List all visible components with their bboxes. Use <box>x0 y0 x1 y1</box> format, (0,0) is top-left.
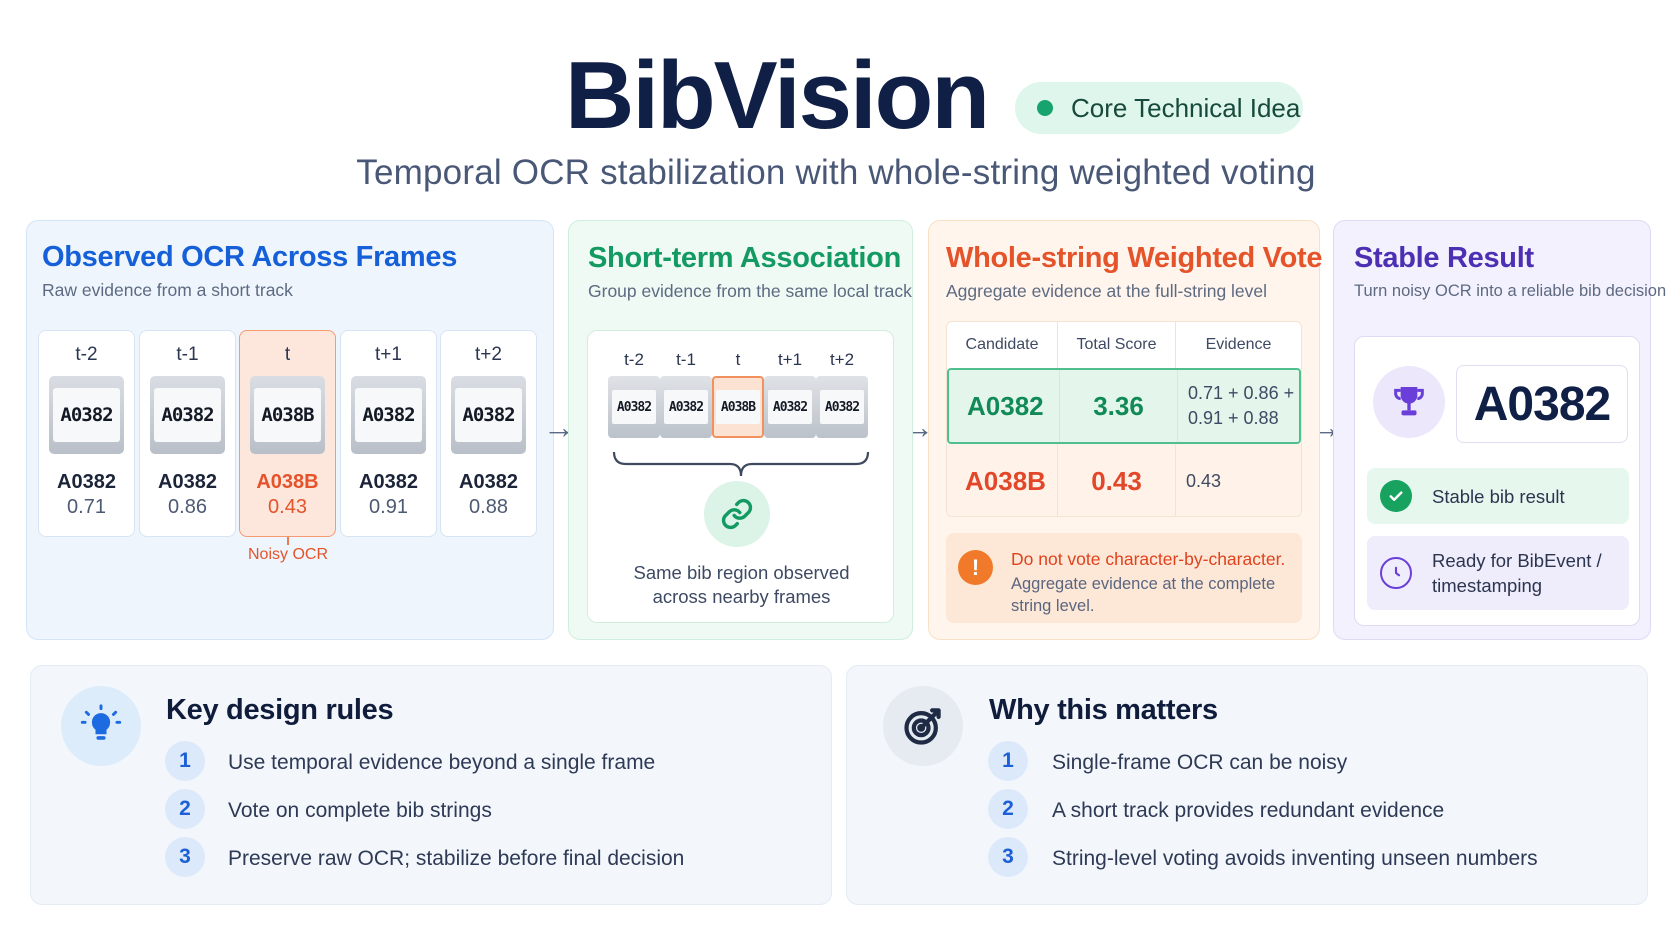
frame-label: t <box>284 344 291 365</box>
bib-plate-thumb: A0382 <box>764 376 816 438</box>
frame-label: t+2 <box>829 350 855 369</box>
frame-label: t+1 <box>777 350 803 369</box>
step-number: 3 <box>165 837 205 877</box>
trophy-icon <box>1373 366 1445 438</box>
check-circle-icon <box>1380 480 1412 512</box>
noisy-ocr-label: Noisy OCR <box>248 546 329 563</box>
warning-icon: ! <box>958 550 993 585</box>
bib-plate-thumb: A0382 <box>816 376 868 438</box>
frame-label: t-2 <box>75 344 98 365</box>
bib-plate-thumb: A0382 <box>608 376 660 438</box>
rule-text: Preserve raw OCR; stabilize before final… <box>228 847 685 870</box>
ocr-confidence: 0.88 <box>469 496 508 518</box>
note-title: Do not vote character-by-character. <box>1011 549 1286 569</box>
group-brace <box>612 451 870 477</box>
page-subtitle: Temporal OCR stabilization with whole-st… <box>356 153 1316 192</box>
target-icon <box>883 686 963 766</box>
rule-text: Vote on complete bib strings <box>228 799 492 822</box>
vote-title: Whole-string Weighted Vote <box>946 242 1323 274</box>
vote-table: Candidate Total Score Evidence A0382 3.3… <box>946 321 1302 517</box>
evidence-cell: 0.71 + 0.86 +0.91 + 0.88 <box>1188 383 1295 428</box>
association-title: Short-term Association <box>588 242 901 274</box>
link-icon <box>704 481 770 547</box>
stable-status-item: Stable bib result <box>1367 468 1629 524</box>
frame-card: t+1 A0382 A0382 0.91 <box>340 330 437 537</box>
table-row-winner: A0382 3.36 0.71 + 0.86 +0.91 + 0.88 <box>947 368 1301 444</box>
association-subtitle: Group evidence from the same local track <box>588 281 912 301</box>
step-number: 1 <box>988 741 1028 781</box>
association-caption: Same bib region observed across nearby f… <box>633 562 850 607</box>
noisy-pointer <box>287 537 289 545</box>
page-title: BibVision <box>565 42 990 149</box>
vote-note <box>946 533 1302 623</box>
stable-status-item: Ready for BibEvent / timestamping <box>1367 536 1629 610</box>
ocr-text: A0382 <box>57 471 116 493</box>
bib-plate: A0382 <box>451 376 526 454</box>
candidate-cell: A038B <box>947 444 1058 516</box>
clock-icon <box>1380 557 1412 589</box>
ocr-text: A0382 <box>359 471 418 493</box>
why-text: String-level voting avoids inventing uns… <box>1052 847 1538 870</box>
ocr-text: A0382 <box>459 471 518 493</box>
bib-plate: A0382 <box>351 376 426 454</box>
frame-label: t+2 <box>475 344 502 365</box>
why-text: Single-frame OCR can be noisy <box>1052 751 1348 774</box>
why-title: Why this matters <box>989 694 1218 726</box>
column-header: Evidence <box>1205 336 1272 353</box>
frame-label: t-1 <box>676 350 696 369</box>
vote-table-header: Candidate Total Score Evidence <box>947 322 1301 368</box>
ocr-confidence: 0.91 <box>369 496 408 518</box>
vote-subtitle: Aggregate evidence at the full-string le… <box>946 281 1268 301</box>
ocr-confidence: 0.86 <box>168 496 207 518</box>
why-text: A short track provides redundant evidenc… <box>1052 799 1445 822</box>
stable-title: Stable Result <box>1354 242 1534 274</box>
step-number: 1 <box>165 741 205 781</box>
why-panel <box>846 665 1648 905</box>
rules-panel <box>30 665 832 905</box>
observed-subtitle: Raw evidence from a short track <box>42 280 293 300</box>
bib-plate-thumb-noisy: A038B <box>712 376 764 438</box>
status-text: Ready for BibEvent / timestamping <box>1432 550 1602 596</box>
candidate-cell: A0382 <box>949 370 1060 442</box>
evidence-cell: 0.43 <box>1186 470 1222 491</box>
bib-plate-thumb: A0382 <box>660 376 712 438</box>
rule-text: Use temporal evidence beyond a single fr… <box>228 751 656 774</box>
frame-card: t-2 A0382 A0382 0.71 <box>38 330 135 537</box>
frame-card-noisy: t A038B A038B 0.43 <box>239 330 336 537</box>
stable-subtitle: Turn noisy OCR into a reliable bib decis… <box>1354 282 1667 300</box>
ocr-text: A038B <box>256 471 319 493</box>
frame-label: t+1 <box>375 344 402 365</box>
rules-title: Key design rules <box>166 694 394 726</box>
step-number: 2 <box>165 789 205 829</box>
ocr-confidence: 0.71 <box>67 496 106 518</box>
bib-plate: A0382 <box>150 376 225 454</box>
score-cell: 0.43 <box>1058 444 1176 516</box>
core-idea-badge: Core Technical Idea <box>1015 82 1303 134</box>
ocr-confidence: 0.43 <box>268 496 307 518</box>
score-cell: 3.36 <box>1060 370 1178 442</box>
lightbulb-icon <box>61 686 141 766</box>
observed-title: Observed OCR Across Frames <box>42 241 458 273</box>
status-dot-icon <box>1037 100 1053 116</box>
table-row: A038B 0.43 0.43 <box>947 444 1301 516</box>
column-header: Candidate <box>947 322 1058 368</box>
status-text: Stable bib result <box>1432 485 1565 507</box>
frame-label: t-1 <box>176 344 199 365</box>
frame-card: t-1 A0382 A0382 0.86 <box>139 330 236 537</box>
badge-label: Core Technical Idea <box>1071 92 1301 123</box>
column-header: Total Score <box>1058 322 1176 368</box>
frame-card: t+2 A0382 A0382 0.88 <box>440 330 537 537</box>
bib-plate: A038B <box>250 376 325 454</box>
frame-label: t-2 <box>624 350 644 369</box>
step-number: 3 <box>988 837 1028 877</box>
frame-label: t <box>735 350 741 369</box>
note-body: Aggregate evidence at the complete strin… <box>1011 575 1276 615</box>
stable-result-value: A0382 <box>1456 365 1628 443</box>
step-number: 2 <box>988 789 1028 829</box>
bib-plate: A0382 <box>49 376 124 454</box>
ocr-text: A0382 <box>158 471 217 493</box>
